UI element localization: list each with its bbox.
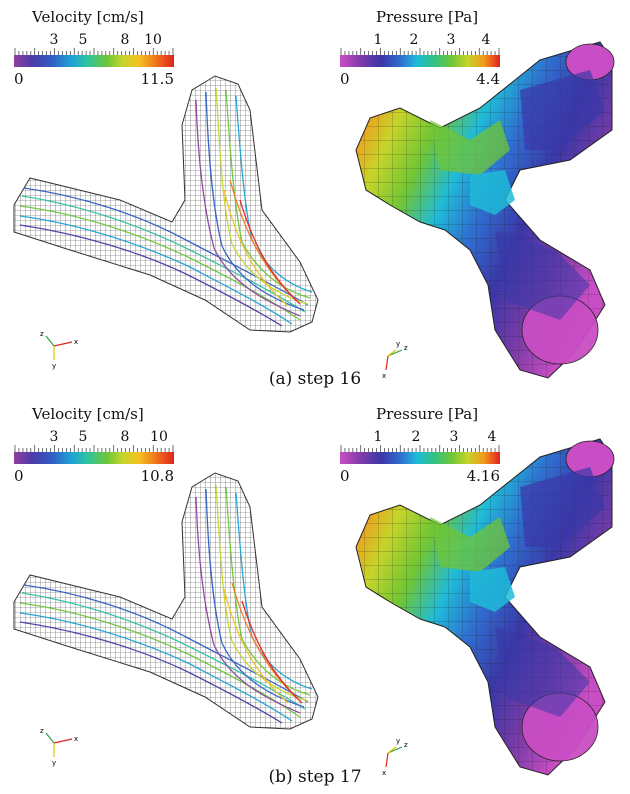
junction-region [430, 120, 510, 175]
pressure-tick-label: 1 [373, 429, 383, 445]
lower-branch-region [495, 230, 590, 320]
wireframe-mesh [13, 75, 319, 333]
pressure-tick-label: 4 [487, 429, 497, 445]
velocity-colorbar-title: Velocity [cm/s] [32, 8, 144, 26]
velocity-color-scale [14, 55, 174, 67]
axis-triad-velocity: x z y [40, 727, 78, 767]
pressure-max-label: 4.4 [476, 70, 500, 88]
velocity-tick-label: 5 [78, 32, 88, 48]
axis-triad-pressure: z x y [382, 737, 408, 777]
panel-step-17: x z y z x y Velocity [cm/s] 3 5 [0, 397, 630, 794]
pressure-tick-label: 3 [449, 429, 459, 445]
pressure-surface-vessel [355, 41, 615, 379]
triad-z-label: z [40, 330, 44, 338]
pressure-color-scale [340, 452, 500, 464]
velocity-tick-label: 3 [49, 32, 59, 48]
velocity-tick-label: 8 [120, 429, 130, 445]
lower-branch-region [495, 627, 590, 717]
pressure-tick-label: 1 [373, 32, 383, 48]
triad-y-label: y [396, 340, 400, 348]
velocity-color-scale [14, 452, 174, 464]
velocity-max-label: 10.8 [140, 467, 174, 485]
geometry-layer: x z y z x y [13, 41, 615, 380]
wireframe-mesh [13, 472, 319, 730]
axis-triad-velocity: x z y [40, 330, 78, 370]
triad-y-label: y [52, 362, 56, 370]
triad-z-label: z [404, 344, 408, 352]
triad-y-label: y [52, 759, 56, 767]
panel-caption: (b) step 17 [268, 767, 362, 787]
triad-x-label: x [74, 338, 78, 346]
geometry-layer: x z y z x y [13, 438, 615, 777]
velocity-max-label: 11.5 [140, 70, 174, 88]
panel-step-16: x z y z x y Velocity [cm/s] 3 [13, 8, 615, 389]
pressure-colorbar-title: Pressure [Pa] [376, 8, 479, 26]
pressure-min-label: 0 [340, 70, 350, 88]
branch-region [470, 170, 515, 215]
streamlines [19, 87, 313, 327]
pressure-min-label: 0 [340, 467, 350, 485]
pressure-tick-labels: 1 2 3 4 [340, 429, 500, 445]
velocity-tick-label: 8 [120, 32, 130, 48]
pressure-color-scale [340, 55, 500, 67]
axis-triad-pressure: z x y [382, 340, 408, 380]
triad-x-label: x [74, 735, 78, 743]
upper-branch-region [520, 467, 605, 547]
pressure-colorbar-title: Pressure [Pa] [376, 405, 479, 423]
velocity-min-label: 0 [14, 70, 24, 88]
upper-branch-region [520, 70, 605, 150]
triad-z-label: z [40, 727, 44, 735]
pressure-tick-labels: 1 2 3 4 [340, 32, 500, 48]
triad-y-label: y [396, 737, 400, 745]
triad-z-label: z [404, 741, 408, 749]
junction-region [430, 517, 510, 572]
velocity-tick-label: 10 [150, 429, 168, 445]
pressure-tick-label: 4 [481, 32, 491, 48]
velocity-wireframe-vessel [13, 472, 319, 730]
pressure-surface-vessel [355, 438, 615, 776]
velocity-tick-label: 10 [144, 32, 162, 48]
triad-x-label: x [382, 769, 386, 777]
pressure-tick-label: 2 [409, 32, 419, 48]
velocity-tick-label: 3 [49, 429, 59, 445]
pressure-max-label: 4.16 [466, 467, 500, 485]
velocity-tick-labels: 3 5 8 10 [14, 32, 174, 48]
pressure-tick-label: 2 [411, 429, 421, 445]
triad-x-label: x [382, 372, 386, 380]
panel-caption: (a) step 16 [268, 369, 362, 389]
velocity-tick-label: 5 [78, 429, 88, 445]
pressure-tick-label: 3 [446, 32, 456, 48]
velocity-tick-labels: 3 5 8 10 [14, 429, 174, 445]
branch-region [470, 567, 515, 612]
streamlines [19, 484, 313, 724]
velocity-wireframe-vessel [13, 75, 319, 333]
velocity-colorbar-title: Velocity [cm/s] [32, 405, 144, 423]
velocity-min-label: 0 [14, 467, 24, 485]
